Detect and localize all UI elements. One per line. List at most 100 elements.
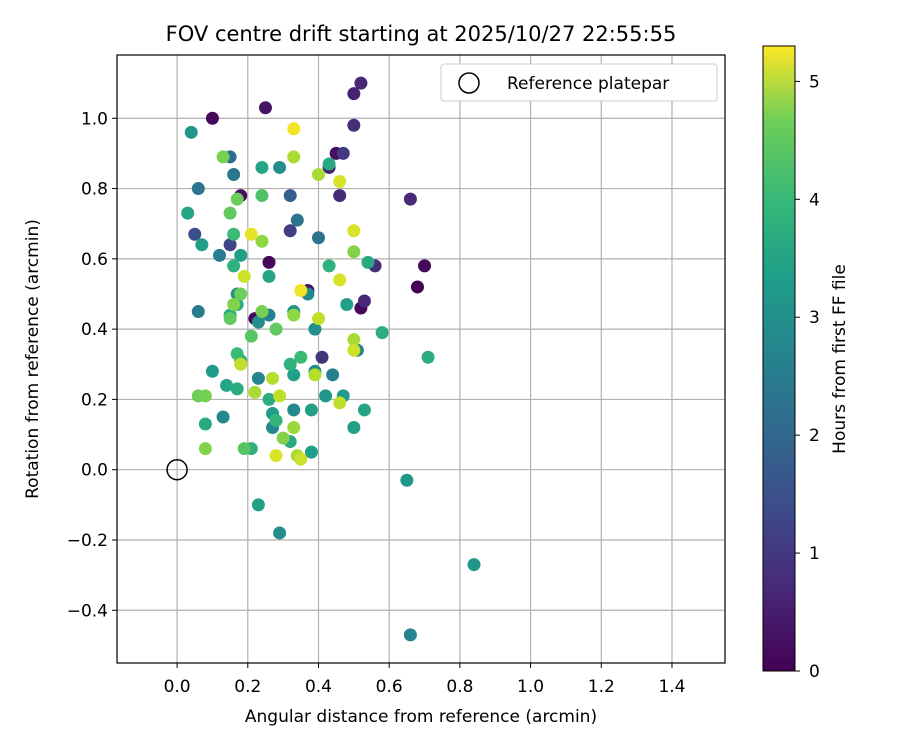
scatter-point — [198, 442, 212, 456]
y-tick-label: 0.6 — [81, 250, 108, 270]
chart-title: FOV centre drift starting at 2025/10/27 … — [166, 22, 677, 46]
scatter-point — [191, 305, 205, 319]
scatter-point — [198, 417, 212, 431]
scatter-point — [251, 315, 265, 329]
scatter-point — [227, 227, 241, 241]
grid — [117, 55, 725, 663]
scatter-point — [354, 76, 368, 90]
x-tick-label: 0.6 — [376, 677, 403, 697]
scatter-point — [262, 392, 276, 406]
scatter-point — [273, 526, 287, 540]
scatter-point — [237, 269, 251, 283]
scatter-point — [227, 259, 241, 273]
x-tick-label: 1.2 — [588, 677, 615, 697]
scatter-point — [237, 442, 251, 456]
scatter-point — [283, 189, 297, 203]
y-tick-label: 0.4 — [81, 320, 108, 340]
scatter-point — [269, 322, 283, 336]
scatter-point — [198, 389, 212, 403]
scatter-point — [287, 308, 301, 322]
scatter-point — [251, 498, 265, 512]
x-tick-label: 0.0 — [164, 677, 191, 697]
scatter-point — [205, 364, 219, 378]
scatter-points — [181, 76, 481, 642]
y-tick-label: 1.0 — [81, 109, 108, 129]
scatter-point — [333, 189, 347, 203]
colorbar-tick-label: 2 — [809, 426, 820, 446]
scatter-point — [255, 305, 269, 319]
reference-marker-layer — [166, 458, 188, 481]
scatter-point — [347, 421, 361, 435]
scatter-point — [220, 378, 234, 392]
scatter-point — [273, 160, 287, 174]
y-axis-ticks: −0.4 −0.2 0.0 0.2 0.4 0.6 0.8 1.0 — [67, 109, 117, 621]
scatter-point — [266, 371, 280, 385]
x-tick-label: 0.2 — [234, 677, 261, 697]
colorbar: 0 1 2 3 4 5 Hours from first FF file — [762, 45, 850, 682]
scatter-point — [304, 445, 318, 459]
y-tick-label: −0.2 — [67, 531, 108, 551]
colorbar-tick-label: 5 — [809, 72, 820, 92]
scatter-point — [195, 238, 209, 252]
scatter-point — [410, 280, 424, 294]
scatter-point — [230, 382, 244, 396]
scatter-point — [287, 122, 301, 136]
scatter-point — [347, 333, 361, 347]
x-tick-label: 1.4 — [658, 677, 685, 697]
y-axis-label: Rotation from reference (arcmin) — [23, 219, 43, 499]
x-tick-label: 0.4 — [305, 677, 332, 697]
scatter-point — [213, 248, 227, 262]
colorbar-ticks: 0 1 2 3 4 5 — [795, 72, 820, 682]
scatter-point — [400, 473, 414, 487]
scatter-point — [227, 298, 241, 312]
scatter-point — [322, 259, 336, 273]
scatter-point — [255, 189, 269, 203]
scatter-point — [223, 312, 237, 326]
x-tick-label: 1.0 — [517, 677, 544, 697]
scatter-point — [403, 628, 417, 642]
scatter-point — [188, 227, 202, 241]
scatter-point — [326, 368, 340, 382]
scatter-point — [216, 410, 230, 424]
scatter-point — [347, 245, 361, 259]
scatter-point — [191, 182, 205, 196]
legend: Reference platepar — [440, 63, 718, 102]
scatter-point — [294, 350, 308, 364]
scatter-point — [276, 431, 290, 445]
scatter-point — [287, 403, 301, 417]
scatter-point — [357, 403, 371, 417]
y-tick-label: 0.8 — [81, 180, 108, 200]
scatter-point — [319, 389, 333, 403]
colorbar-label: Hours from first FF file — [830, 264, 850, 454]
colorbar-tick-label: 3 — [809, 308, 820, 328]
scatter-point — [290, 213, 304, 227]
scatter-point — [403, 192, 417, 206]
scatter-point — [315, 350, 329, 364]
scatter-point — [333, 175, 347, 189]
scatter-point — [251, 371, 265, 385]
scatter-point — [230, 192, 244, 206]
scatter-point — [255, 160, 269, 174]
scatter-point — [234, 248, 248, 262]
scatter-point — [287, 421, 301, 435]
scatter-point — [273, 389, 287, 403]
scatter-point — [216, 150, 230, 164]
scatter-point — [205, 111, 219, 125]
x-axis-label: Angular distance from reference (arcmin) — [245, 707, 597, 727]
colorbar-tick-label: 4 — [809, 190, 820, 210]
scatter-point — [227, 167, 241, 181]
scatter-point — [262, 269, 276, 283]
reference-platepar-marker — [166, 458, 188, 481]
scatter-point — [322, 157, 336, 171]
scatter-point — [234, 287, 248, 301]
legend-entry: Reference platepar — [507, 74, 669, 94]
scatter-point — [287, 368, 301, 382]
scatter-point — [234, 357, 248, 371]
scatter-point — [283, 357, 297, 371]
scatter-point — [181, 206, 195, 220]
scatter-point — [347, 118, 361, 132]
x-axis-ticks: 0.0 0.2 0.4 0.6 0.8 1.0 1.2 1.4 — [164, 663, 686, 697]
scatter-point — [244, 329, 258, 343]
scatter-point — [294, 452, 308, 466]
